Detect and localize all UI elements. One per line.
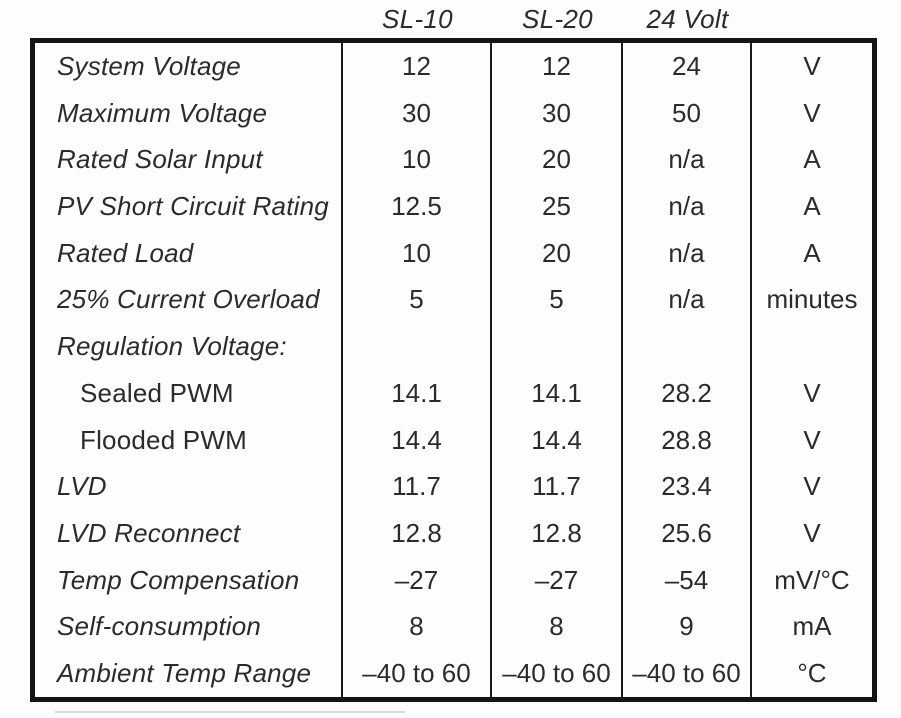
- value-sl10: –27: [343, 556, 492, 604]
- row-pv-short-circuit-rating: PV Short Circuit Rating 12.5 25 n/a A: [35, 183, 872, 230]
- row-label: Maximum Voltage: [35, 89, 343, 137]
- unit-cell: mV/°C: [774, 564, 850, 595]
- value-sl20: 14.1: [492, 370, 623, 417]
- value-24volt: n/a: [623, 136, 752, 184]
- value-24volt: 50: [623, 89, 752, 137]
- row-lvd-reconnect: LVD Reconnect 12.8 12.8 25.6 V: [35, 510, 872, 557]
- value-24volt: –54: [623, 556, 752, 604]
- value-24volt: 28.8: [623, 416, 752, 464]
- row-label: Temp Compensation: [35, 556, 343, 604]
- unit-cell: minutes: [766, 284, 858, 315]
- value-24volt: n/a: [623, 276, 752, 324]
- value-sl10: 12.8: [343, 510, 492, 557]
- scan-artifact-line: [55, 711, 405, 713]
- value-24volt: n/a: [623, 229, 752, 277]
- row-regulation-voltage: Regulation Voltage:: [35, 323, 872, 371]
- value-sl10: 14.1: [343, 370, 492, 417]
- row-label: Regulation Voltage:: [35, 323, 343, 371]
- value-sl20: 14.4: [492, 416, 623, 464]
- row-sealed-pwm: Sealed PWM 14.1 14.1 28.2 V: [35, 370, 872, 417]
- spec-table: System Voltage 12 12 24 V Maximum Voltag…: [30, 38, 877, 702]
- row-self-consumption: Self-consumption 8 8 9 mA: [35, 603, 872, 651]
- row-label: 25% Current Overload: [35, 276, 343, 324]
- unit-cell: V: [803, 424, 821, 455]
- value-24volt: –40 to 60: [623, 650, 752, 698]
- row-label: System Voltage: [35, 43, 343, 90]
- value-sl20: 5: [492, 276, 623, 324]
- unit-cell: mA: [792, 611, 832, 642]
- row-label: Self-consumption: [35, 603, 343, 651]
- unit-cell: [752, 323, 872, 370]
- value-sl20: –40 to 60: [492, 650, 623, 698]
- value-sl10: 5: [343, 276, 492, 324]
- value-24volt: n/a: [623, 183, 752, 230]
- value-sl20: 20: [492, 136, 623, 184]
- row-rated-solar-input: Rated Solar Input 10 20 n/a A: [35, 136, 872, 184]
- unit-cell: V: [803, 518, 821, 549]
- value-sl10: 12: [343, 43, 492, 90]
- value-sl20: 12: [492, 43, 623, 90]
- unit-cell: V: [803, 50, 821, 81]
- value-24volt: 24: [623, 43, 752, 90]
- value-24volt: 9: [623, 603, 752, 651]
- value-sl10: 10: [343, 136, 492, 184]
- row-label: Sealed PWM: [35, 370, 343, 417]
- value-24volt: 28.2: [623, 370, 752, 417]
- column-header-sl20: SL-20: [522, 3, 593, 34]
- row-label: Rated Solar Input: [35, 136, 343, 184]
- value-sl20: [492, 323, 623, 371]
- column-header-units-spacer: [752, 0, 872, 38]
- row-temp-compensation: Temp Compensation –27 –27 –54 mV/°C: [35, 556, 872, 604]
- unit-cell: A: [803, 144, 821, 175]
- row-maximum-voltage: Maximum Voltage 30 30 50 V: [35, 89, 872, 137]
- value-24volt: 23.4: [623, 463, 752, 511]
- column-header-spacer: [35, 0, 343, 38]
- row-label: LVD Reconnect: [35, 510, 343, 557]
- row-system-voltage: System Voltage 12 12 24 V: [35, 43, 872, 90]
- value-sl20: 12.8: [492, 510, 623, 557]
- unit-cell: °C: [797, 658, 827, 689]
- value-sl20: 20: [492, 229, 623, 277]
- value-sl10: 11.7: [343, 463, 492, 511]
- value-sl20: 25: [492, 183, 623, 230]
- row-current-overload: 25% Current Overload 5 5 n/a minutes: [35, 276, 872, 324]
- row-label: Flooded PWM: [35, 416, 343, 464]
- row-lvd: LVD 11.7 11.7 23.4 V: [35, 463, 872, 511]
- row-flooded-pwm: Flooded PWM 14.4 14.4 28.8 V: [35, 416, 872, 464]
- row-label: Ambient Temp Range: [35, 650, 343, 698]
- unit-cell: V: [803, 97, 821, 128]
- row-label: PV Short Circuit Rating: [35, 183, 343, 230]
- value-sl10: 12.5: [343, 183, 492, 230]
- value-sl10: 8: [343, 603, 492, 651]
- column-header-row: SL-10 SL-20 24 Volt: [35, 0, 872, 38]
- column-header-24volt: 24 Volt: [646, 3, 729, 34]
- row-label: LVD: [35, 463, 343, 511]
- unit-cell: A: [803, 191, 821, 222]
- unit-cell: A: [803, 237, 821, 268]
- value-sl20: 30: [492, 89, 623, 137]
- value-sl10: 10: [343, 229, 492, 277]
- unit-cell: V: [803, 377, 821, 408]
- value-24volt: 25.6: [623, 510, 752, 557]
- value-sl10: 30: [343, 89, 492, 137]
- unit-cell: V: [803, 471, 821, 502]
- value-sl10: [343, 323, 492, 371]
- value-sl10: 14.4: [343, 416, 492, 464]
- value-sl20: 8: [492, 603, 623, 651]
- column-header-sl10: SL-10: [382, 3, 453, 34]
- value-sl20: 11.7: [492, 463, 623, 511]
- row-rated-load: Rated Load 10 20 n/a A: [35, 229, 872, 277]
- value-sl10: –40 to 60: [343, 650, 492, 698]
- row-ambient-temp-range: Ambient Temp Range –40 to 60 –40 to 60 –…: [35, 650, 872, 698]
- value-24volt: [623, 323, 752, 371]
- value-sl20: –27: [492, 556, 623, 604]
- row-label: Rated Load: [35, 229, 343, 277]
